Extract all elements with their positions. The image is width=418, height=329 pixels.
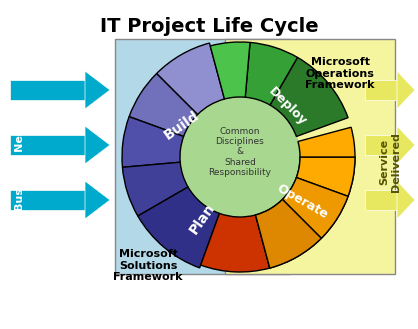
FancyBboxPatch shape — [365, 190, 397, 211]
Text: Common
Disciplines
&
Shared
Responsibility: Common Disciplines & Shared Responsibili… — [209, 127, 272, 177]
Wedge shape — [296, 157, 355, 196]
FancyBboxPatch shape — [225, 39, 395, 274]
Wedge shape — [255, 203, 314, 268]
Polygon shape — [397, 181, 415, 219]
Wedge shape — [138, 187, 219, 268]
Wedge shape — [283, 178, 348, 238]
Wedge shape — [298, 127, 355, 157]
Wedge shape — [245, 42, 298, 105]
FancyBboxPatch shape — [115, 39, 290, 274]
Text: Business Needs: Business Needs — [15, 113, 25, 211]
Polygon shape — [85, 126, 110, 164]
Wedge shape — [296, 157, 355, 196]
Circle shape — [180, 97, 300, 217]
Polygon shape — [397, 126, 415, 164]
Text: Build: Build — [162, 108, 202, 142]
FancyBboxPatch shape — [10, 80, 85, 100]
Text: Microsoft
Solutions
Framework: Microsoft Solutions Framework — [113, 249, 183, 282]
Text: Operate: Operate — [274, 182, 330, 222]
Text: Service
Delivered: Service Delivered — [379, 132, 401, 192]
Wedge shape — [255, 199, 321, 268]
Wedge shape — [270, 57, 348, 137]
Wedge shape — [129, 74, 198, 137]
FancyBboxPatch shape — [365, 80, 397, 100]
FancyBboxPatch shape — [365, 135, 397, 155]
Wedge shape — [122, 162, 188, 216]
Wedge shape — [157, 43, 224, 114]
Polygon shape — [397, 71, 415, 109]
Text: Deploy: Deploy — [266, 85, 310, 129]
Wedge shape — [278, 178, 348, 245]
Text: Plan: Plan — [186, 201, 217, 237]
Wedge shape — [201, 214, 270, 272]
Wedge shape — [210, 42, 250, 99]
Polygon shape — [85, 71, 110, 109]
Text: IT Project Life Cycle: IT Project Life Cycle — [99, 17, 319, 36]
Wedge shape — [122, 117, 184, 167]
FancyBboxPatch shape — [10, 190, 85, 211]
FancyBboxPatch shape — [10, 135, 85, 155]
Polygon shape — [85, 181, 110, 219]
Text: Microsoft
Operations
Framework: Microsoft Operations Framework — [305, 57, 375, 90]
